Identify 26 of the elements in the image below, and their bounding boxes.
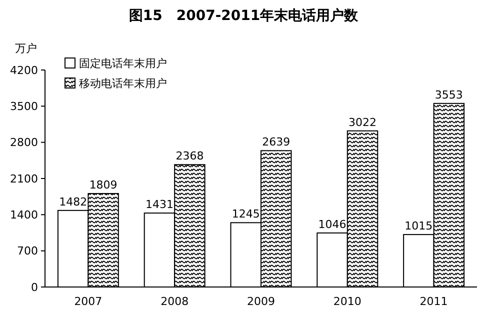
- y-tick-label: 0: [31, 280, 38, 294]
- data-label: 1482: [59, 195, 88, 208]
- y-axis-title: 万户: [15, 42, 37, 55]
- x-tick-label: 2009: [247, 295, 275, 308]
- y-tick-label: 4200: [10, 64, 38, 77]
- legend-label: 固定电话年末用户: [79, 57, 167, 70]
- data-label: 1431: [145, 198, 174, 212]
- data-label: 1809: [89, 178, 118, 192]
- data-label: 2368: [176, 150, 204, 163]
- data-label: 3022: [348, 116, 377, 129]
- y-tick-label: 2100: [10, 172, 38, 186]
- y-tick-label: 2800: [10, 136, 38, 150]
- data-label: 1046: [318, 218, 346, 231]
- x-tick-label: 2007: [74, 295, 102, 308]
- data-label: 1245: [232, 208, 260, 221]
- data-label: 3553: [434, 88, 463, 102]
- data-label: 2639: [262, 136, 290, 149]
- y-tick-label: 700: [17, 244, 38, 258]
- legend-label: 移动电话年末用户: [79, 77, 167, 90]
- x-tick-label: 2008: [160, 295, 189, 308]
- chart-title: 图15 2007-2011年末电话用户数: [128, 7, 360, 24]
- x-tick-label: 2011: [420, 295, 448, 308]
- y-tick-label: 1400: [10, 208, 38, 222]
- x-tick-label: 2010: [333, 295, 362, 308]
- data-label: 1015: [404, 220, 433, 233]
- y-tick-label: 3500: [10, 100, 38, 114]
